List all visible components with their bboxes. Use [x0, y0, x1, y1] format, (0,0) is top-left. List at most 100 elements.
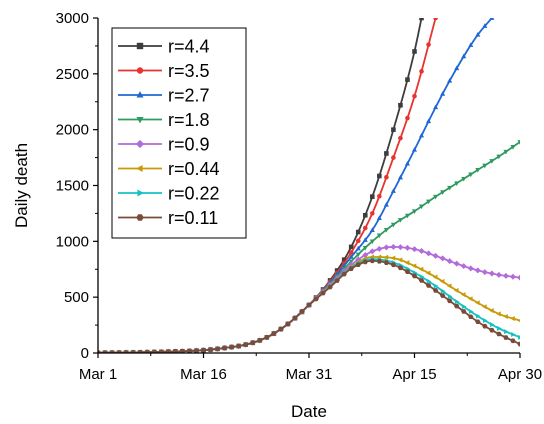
data-point — [137, 350, 143, 353]
data-point — [440, 288, 446, 294]
data-point — [369, 258, 375, 264]
data-point — [109, 350, 115, 353]
data-point — [398, 135, 403, 141]
y-tick-label: 500 — [64, 289, 89, 306]
data-point — [271, 331, 277, 336]
data-point — [425, 283, 432, 288]
data-point — [503, 335, 509, 340]
legend-item: r=2.7 — [118, 86, 210, 106]
data-point — [510, 144, 516, 150]
legend-swatch-marker — [136, 91, 144, 98]
data-point — [130, 350, 136, 353]
data-point — [320, 290, 326, 296]
data-point — [370, 194, 375, 199]
data-point — [482, 163, 488, 169]
data-point — [433, 104, 439, 110]
data-point — [397, 265, 404, 271]
data-point — [257, 338, 263, 343]
data-point — [369, 239, 375, 245]
data-point — [475, 313, 481, 319]
data-point — [439, 255, 446, 262]
data-point — [482, 318, 488, 324]
data-point — [419, 204, 425, 210]
data-point — [384, 151, 389, 156]
data-point — [426, 42, 431, 47]
data-point — [502, 272, 509, 279]
data-point — [348, 266, 354, 271]
series-layer — [98, 18, 520, 353]
data-point — [377, 173, 382, 179]
data-point — [369, 248, 376, 255]
data-point — [496, 154, 502, 160]
data-point — [497, 325, 502, 331]
legend-swatch-marker — [135, 139, 145, 149]
data-point — [447, 293, 453, 299]
data-point — [439, 293, 446, 298]
data-point — [186, 348, 193, 353]
data-point — [404, 213, 410, 219]
data-point — [391, 155, 396, 160]
data-point — [461, 304, 467, 310]
data-point — [376, 233, 382, 239]
data-point — [468, 308, 474, 315]
data-point — [447, 298, 453, 304]
data-point — [517, 274, 520, 281]
legend-item: r=4.4 — [118, 37, 210, 57]
data-point — [193, 348, 200, 353]
data-point — [461, 309, 467, 314]
legend-swatch-marker — [136, 67, 144, 74]
data-point — [348, 261, 355, 268]
data-point — [411, 209, 418, 214]
data-point — [390, 243, 397, 250]
data-point — [158, 349, 164, 353]
x-tick-label: Apr 15 — [392, 366, 436, 383]
data-point — [397, 244, 404, 251]
series-r=0.9 — [98, 243, 520, 353]
legend-label: r=0.11 — [168, 208, 218, 228]
data-point — [475, 31, 481, 37]
data-point — [404, 160, 410, 166]
data-point — [418, 266, 424, 272]
data-point — [475, 168, 481, 173]
data-point — [432, 274, 438, 280]
legend-item: r=0.9 — [118, 135, 210, 155]
data-point — [341, 271, 347, 277]
data-point — [426, 118, 432, 124]
data-point — [454, 303, 460, 309]
data-point — [383, 201, 389, 207]
data-point — [489, 327, 495, 333]
data-point — [411, 246, 418, 253]
data-point — [482, 323, 488, 329]
legend-label: r=2.7 — [168, 86, 210, 106]
data-point — [313, 296, 319, 302]
x-tick-label: Mar 31 — [286, 366, 333, 383]
data-point — [179, 348, 186, 353]
data-point — [412, 49, 417, 54]
data-point — [419, 132, 425, 138]
data-point — [376, 254, 382, 260]
data-point — [503, 149, 509, 155]
data-point — [362, 225, 368, 231]
legend-item: r=3.5 — [118, 61, 210, 81]
data-point — [510, 316, 515, 322]
x-tick-label: Mar 16 — [180, 366, 227, 383]
data-point — [264, 335, 270, 340]
data-point — [341, 267, 348, 274]
data-point — [369, 227, 375, 233]
data-point — [165, 349, 171, 353]
data-point — [383, 254, 389, 260]
data-point — [383, 244, 390, 251]
data-point — [447, 185, 453, 191]
data-point — [334, 278, 340, 283]
legend-label: r=1.8 — [168, 110, 210, 130]
data-point — [432, 288, 439, 293]
data-point — [397, 218, 403, 223]
data-point — [214, 346, 221, 352]
legend-item: r=0.11 — [118, 208, 218, 228]
y-tick-label: 1000 — [56, 233, 89, 250]
data-point — [425, 250, 432, 257]
data-point — [397, 174, 403, 180]
x-tick-label: Apr 30 — [498, 366, 542, 383]
data-point — [461, 53, 467, 59]
data-point — [355, 229, 361, 235]
